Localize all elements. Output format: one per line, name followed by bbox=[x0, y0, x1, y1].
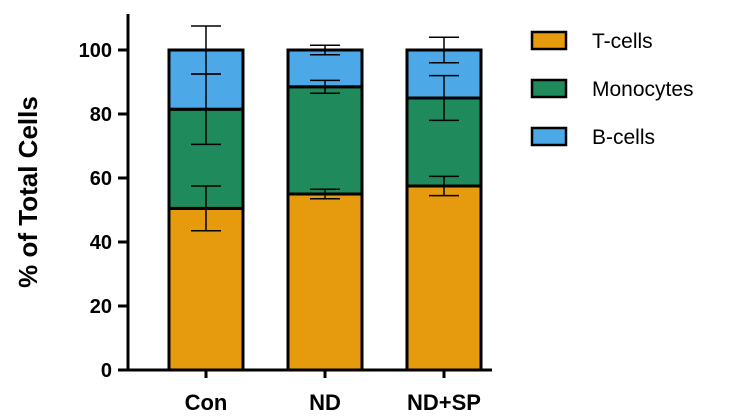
legend-swatch-monocytes bbox=[532, 80, 566, 97]
legend-label-b-cells: B-cells bbox=[592, 126, 655, 149]
x-axis: Con ND ND+SP bbox=[128, 370, 492, 415]
legend-label-t-cells: T-cells bbox=[592, 30, 653, 53]
y-axis: 0 20 40 60 80 100 bbox=[79, 14, 128, 382]
y-tick-label: 80 bbox=[90, 104, 112, 126]
y-tick-label: 60 bbox=[90, 168, 112, 190]
x-tick-label: ND+SP bbox=[407, 390, 481, 415]
y-axis-label: % of Total Cells bbox=[13, 96, 43, 288]
bars bbox=[169, 50, 481, 370]
y-tick-label: 40 bbox=[90, 232, 112, 254]
bar-segment-monocytes bbox=[288, 87, 362, 194]
legend-swatch-t-cells bbox=[532, 32, 566, 49]
y-tick-label: 20 bbox=[90, 296, 112, 318]
x-tick-label: ND bbox=[309, 390, 341, 415]
legend: T-cells Monocytes B-cells bbox=[532, 30, 694, 149]
legend-label-monocytes: Monocytes bbox=[592, 78, 694, 101]
y-tick-label: 100 bbox=[79, 40, 112, 62]
bar-segment-t-cells bbox=[288, 194, 362, 370]
bar-segment-t-cells bbox=[169, 208, 243, 370]
legend-swatch-b-cells bbox=[532, 128, 566, 145]
bar-segment-t-cells bbox=[407, 186, 481, 370]
x-tick-label: Con bbox=[185, 390, 228, 415]
y-tick-label: 0 bbox=[101, 360, 112, 382]
